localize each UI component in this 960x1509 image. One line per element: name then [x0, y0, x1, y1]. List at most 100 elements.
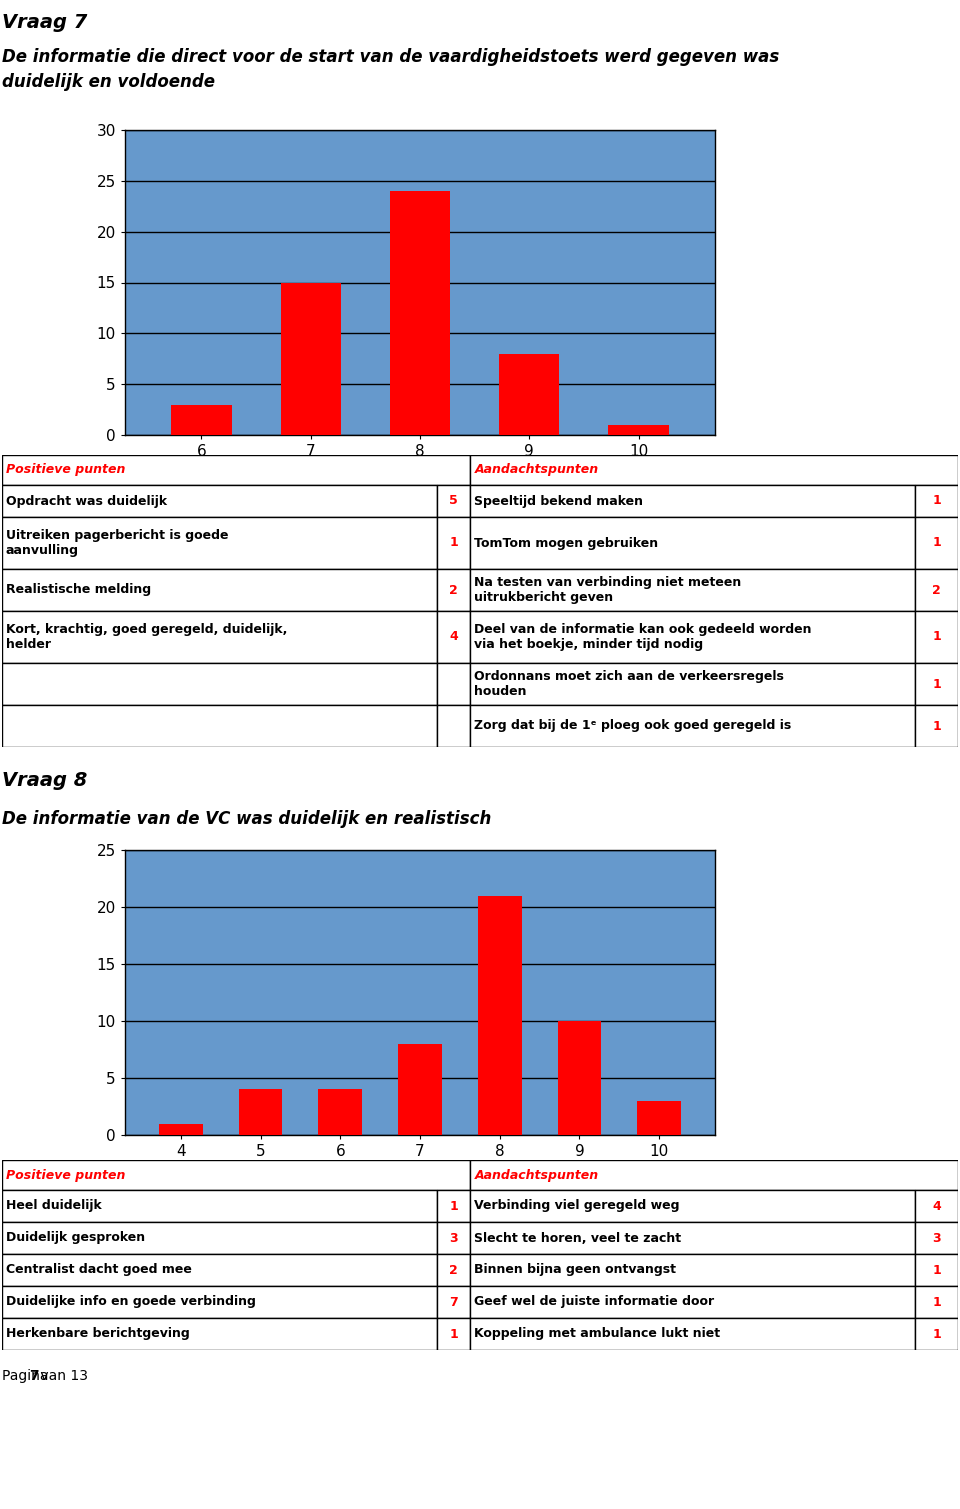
Text: Realistische melding: Realistische melding: [6, 584, 151, 596]
Bar: [2, 1222, 437, 1254]
Bar: [2, 484, 437, 518]
Text: Binnen bijna geen ontvangst: Binnen bijna geen ontvangst: [474, 1263, 677, 1277]
Bar: [2, 1317, 437, 1351]
Text: 3: 3: [932, 1231, 941, 1245]
Bar: [470, 1191, 915, 1222]
Bar: [280, 282, 341, 435]
Text: Heel duidelijk: Heel duidelijk: [6, 1200, 102, 1213]
Bar: [915, 1191, 958, 1222]
Text: 5: 5: [449, 495, 458, 507]
Bar: [478, 896, 521, 1135]
Bar: [437, 569, 470, 611]
Bar: [437, 518, 470, 569]
Bar: [470, 705, 915, 747]
Bar: [915, 518, 958, 569]
Bar: [2, 611, 437, 662]
Bar: [470, 1286, 915, 1317]
Bar: [470, 456, 958, 484]
Text: 1: 1: [932, 631, 941, 643]
Bar: [437, 662, 470, 705]
Bar: [2, 518, 437, 569]
Bar: [437, 705, 470, 747]
Text: Positieve punten: Positieve punten: [6, 463, 126, 477]
Bar: [470, 1317, 915, 1351]
Bar: [915, 611, 958, 662]
Bar: [2, 1286, 437, 1317]
Bar: [915, 705, 958, 747]
Bar: [470, 569, 915, 611]
Bar: [470, 484, 915, 518]
Text: 1: 1: [932, 1263, 941, 1277]
Bar: [470, 662, 915, 705]
Bar: [2, 662, 437, 705]
Bar: [915, 1317, 958, 1351]
Text: Na testen van verbinding niet meteen
uitrukbericht geven: Na testen van verbinding niet meteen uit…: [474, 576, 742, 604]
Bar: [437, 1317, 470, 1351]
Bar: [2, 705, 437, 747]
Bar: [470, 1254, 915, 1286]
Text: Speeltijd bekend maken: Speeltijd bekend maken: [474, 495, 643, 507]
Bar: [637, 1100, 681, 1135]
Text: 2: 2: [449, 1263, 458, 1277]
Bar: [470, 518, 915, 569]
Text: van 13: van 13: [36, 1369, 88, 1384]
Bar: [470, 611, 915, 662]
Text: 4: 4: [449, 631, 458, 643]
Text: 1: 1: [932, 495, 941, 507]
Text: 1: 1: [449, 1200, 458, 1213]
Text: Positieve punten: Positieve punten: [6, 1168, 126, 1182]
Bar: [558, 1022, 601, 1135]
Text: 2: 2: [932, 584, 941, 596]
Bar: [915, 662, 958, 705]
Text: Herkenbare berichtgeving: Herkenbare berichtgeving: [6, 1328, 190, 1340]
Bar: [2, 569, 437, 611]
Text: Uitreiken pagerbericht is goede
aanvulling: Uitreiken pagerbericht is goede aanvulli…: [6, 530, 228, 557]
Text: De informatie die direct voor de start van de vaardigheidstoets werd gegeven was: De informatie die direct voor de start v…: [2, 48, 780, 91]
Bar: [2, 1160, 470, 1191]
Bar: [239, 1089, 282, 1135]
Text: Vraag 7: Vraag 7: [2, 12, 87, 32]
Bar: [2, 1191, 437, 1222]
Text: 1: 1: [449, 1328, 458, 1340]
Bar: [437, 611, 470, 662]
Bar: [398, 1044, 442, 1135]
Bar: [2, 456, 470, 484]
Bar: [437, 1191, 470, 1222]
Text: 1: 1: [932, 537, 941, 549]
Text: De informatie van de VC was duidelijk en realistisch: De informatie van de VC was duidelijk en…: [2, 810, 492, 828]
Text: Duidelijk gesproken: Duidelijk gesproken: [6, 1231, 145, 1245]
Bar: [437, 1286, 470, 1317]
Text: 1: 1: [932, 1328, 941, 1340]
Text: Vraag 8: Vraag 8: [2, 771, 87, 789]
Bar: [609, 426, 668, 435]
Text: Duidelijke info en goede verbinding: Duidelijke info en goede verbinding: [6, 1296, 256, 1308]
Text: Geef wel de juiste informatie door: Geef wel de juiste informatie door: [474, 1296, 714, 1308]
Bar: [915, 1222, 958, 1254]
Text: 1: 1: [932, 678, 941, 691]
Text: 7: 7: [30, 1369, 39, 1384]
Text: Aandachtspunten: Aandachtspunten: [474, 1168, 599, 1182]
Bar: [915, 1254, 958, 1286]
Bar: [915, 484, 958, 518]
Bar: [172, 404, 231, 435]
Bar: [2, 1254, 437, 1286]
Bar: [437, 484, 470, 518]
Text: Deel van de informatie kan ook gedeeld worden
via het boekje, minder tijd nodig: Deel van de informatie kan ook gedeeld w…: [474, 623, 812, 650]
Bar: [437, 1254, 470, 1286]
Bar: [319, 1089, 362, 1135]
Text: Ordonnans moet zich aan de verkeersregels
houden: Ordonnans moet zich aan de verkeersregel…: [474, 670, 784, 699]
Text: 1: 1: [449, 537, 458, 549]
Text: 4: 4: [932, 1200, 941, 1213]
Text: 3: 3: [449, 1231, 458, 1245]
Text: Kort, krachtig, goed geregeld, duidelijk,
helder: Kort, krachtig, goed geregeld, duidelijk…: [6, 623, 287, 650]
Bar: [915, 1286, 958, 1317]
Text: 7: 7: [449, 1296, 458, 1308]
Text: Centralist dacht goed mee: Centralist dacht goed mee: [6, 1263, 192, 1277]
Bar: [470, 1222, 915, 1254]
Bar: [437, 1222, 470, 1254]
Bar: [390, 192, 450, 435]
Bar: [470, 1160, 958, 1191]
Bar: [499, 353, 560, 435]
Bar: [159, 1124, 203, 1135]
Text: Zorg dat bij de 1ᵉ ploeg ook goed geregeld is: Zorg dat bij de 1ᵉ ploeg ook goed gerege…: [474, 720, 792, 732]
